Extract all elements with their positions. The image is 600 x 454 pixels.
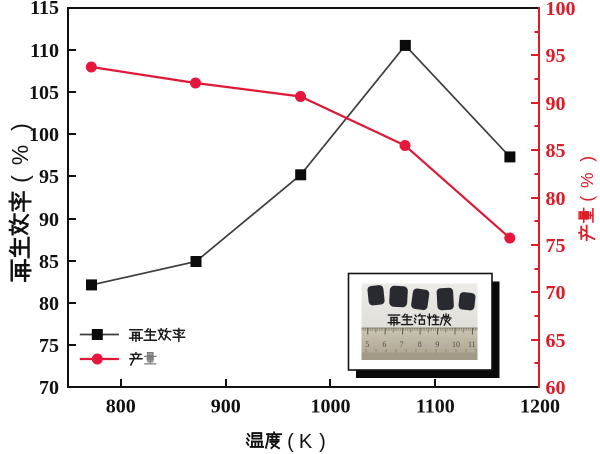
svg-text:800: 800 xyxy=(106,396,136,418)
svg-text:): ) xyxy=(577,156,597,162)
svg-text:70: 70 xyxy=(546,282,566,304)
svg-text:6: 6 xyxy=(382,340,386,349)
svg-text:105: 105 xyxy=(29,82,59,104)
svg-text:110: 110 xyxy=(30,40,59,62)
svg-text:115: 115 xyxy=(30,0,59,19)
svg-text:7: 7 xyxy=(400,340,404,349)
svg-text:90: 90 xyxy=(39,209,59,231)
svg-text:90: 90 xyxy=(546,93,566,115)
svg-text:): ) xyxy=(7,123,33,131)
svg-text:): ) xyxy=(319,431,326,453)
svg-text:80: 80 xyxy=(546,188,566,210)
svg-text:(: ( xyxy=(7,175,33,183)
svg-text:11: 11 xyxy=(468,340,476,349)
svg-text:70: 70 xyxy=(39,377,59,399)
svg-text:60: 60 xyxy=(546,377,566,399)
svg-text:(: ( xyxy=(287,431,294,453)
svg-text:85: 85 xyxy=(546,140,566,162)
svg-text:9: 9 xyxy=(435,340,439,349)
svg-text:%: % xyxy=(7,145,33,165)
svg-text:80: 80 xyxy=(39,293,59,315)
svg-text:1200: 1200 xyxy=(520,396,560,418)
svg-text:900: 900 xyxy=(211,396,241,418)
svg-text:100: 100 xyxy=(546,0,576,20)
svg-text:1000: 1000 xyxy=(311,396,351,418)
svg-text:8: 8 xyxy=(418,340,422,349)
svg-text:1100: 1100 xyxy=(416,396,455,418)
svg-text:75: 75 xyxy=(39,335,59,357)
svg-text:95: 95 xyxy=(546,45,566,67)
svg-text:75: 75 xyxy=(546,235,566,257)
svg-text:85: 85 xyxy=(39,251,59,273)
svg-text:%: % xyxy=(577,173,597,188)
svg-text:(: ( xyxy=(577,196,597,202)
svg-text:100: 100 xyxy=(29,124,59,146)
svg-text:K: K xyxy=(299,431,313,453)
svg-text:5: 5 xyxy=(365,340,369,349)
svg-text:95: 95 xyxy=(39,166,59,188)
svg-text:10: 10 xyxy=(452,340,460,349)
svg-text:65: 65 xyxy=(546,330,566,352)
